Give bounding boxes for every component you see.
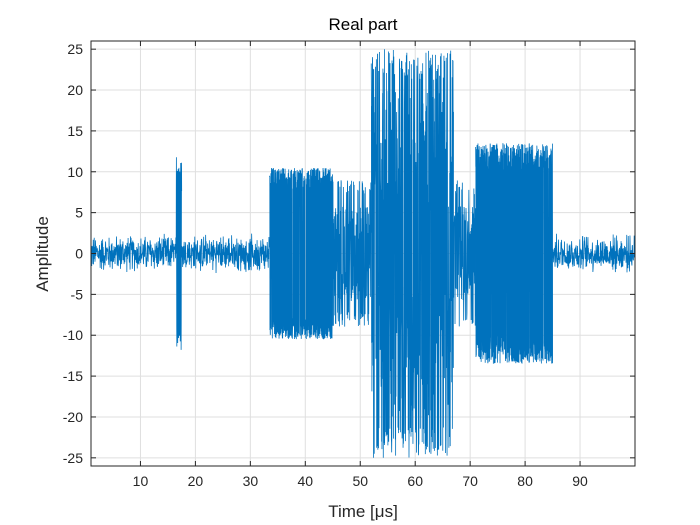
y-tick-label: 10 xyxy=(67,164,83,180)
signal-series xyxy=(91,49,635,458)
signal-segment-6 xyxy=(453,180,476,327)
y-tick-label: -25 xyxy=(63,450,83,466)
y-tick-label: -20 xyxy=(63,409,83,425)
signal-segment-1 xyxy=(175,157,183,350)
x-tick-label: 90 xyxy=(572,473,588,489)
x-tick-label: 20 xyxy=(188,473,204,489)
y-axis-label: Amplitude xyxy=(33,216,52,292)
y-tick-label: 5 xyxy=(75,205,83,221)
x-tick-label: 10 xyxy=(133,473,149,489)
chart-title: Real part xyxy=(329,15,398,34)
y-tick-label: -10 xyxy=(63,327,83,343)
x-tick-labels: 10 20 30 40 50 60 70 80 90 xyxy=(133,473,588,489)
signal-segment-2 xyxy=(181,233,270,274)
y-tick-label: 25 xyxy=(67,41,83,57)
x-tick-label: 40 xyxy=(298,473,314,489)
signal-segment-5 xyxy=(370,49,454,458)
y-tick-label: 0 xyxy=(75,246,83,262)
y-tick-label: -15 xyxy=(63,368,83,384)
signal-segment-8 xyxy=(552,233,635,273)
signal-segment-0 xyxy=(91,233,177,273)
y-tick-label: 15 xyxy=(67,123,83,139)
ticks xyxy=(91,41,635,466)
y-tick-label: -5 xyxy=(71,286,84,302)
signal-segment-3 xyxy=(269,167,334,340)
x-tick-label: 60 xyxy=(407,473,423,489)
x-tick-label: 30 xyxy=(243,473,259,489)
signal-segment-7 xyxy=(475,143,553,364)
x-tick-label: 50 xyxy=(352,473,368,489)
y-tick-labels: -25 -20 -15 -10 -5 0 5 10 15 20 25 xyxy=(63,41,83,466)
y-tick-label: 20 xyxy=(67,82,83,98)
x-axis-label: Time [μs] xyxy=(328,502,398,521)
signal-segment-4 xyxy=(332,180,372,327)
x-tick-label: 80 xyxy=(517,473,533,489)
x-tick-label: 70 xyxy=(462,473,478,489)
